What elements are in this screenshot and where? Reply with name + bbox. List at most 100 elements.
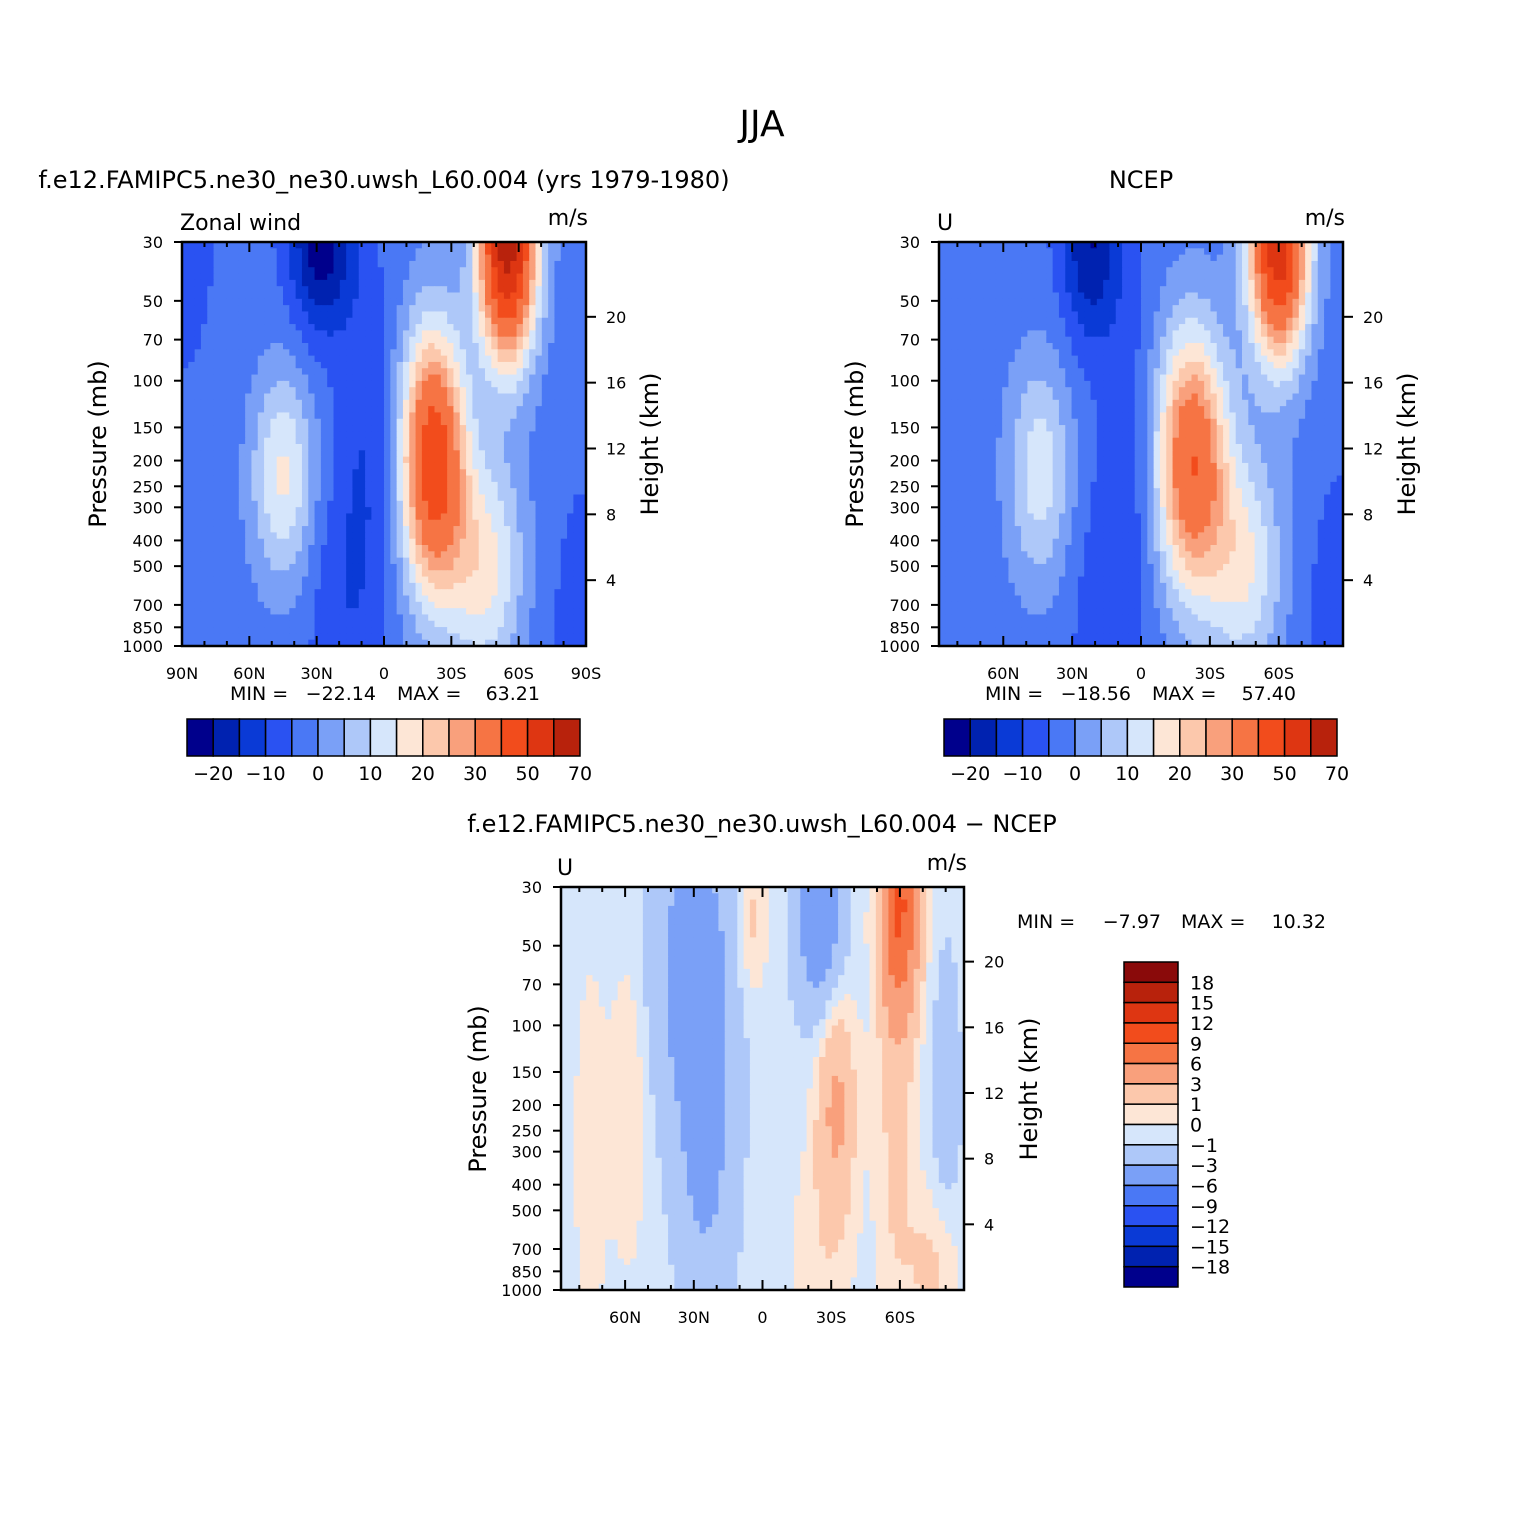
- contour-cell: [447, 532, 455, 540]
- contour-cell: [428, 545, 436, 552]
- contour-cell: [421, 361, 429, 369]
- contour-cell: [573, 456, 581, 464]
- contour-cell: [238, 595, 246, 603]
- contour-cell: [219, 639, 227, 647]
- contour-cell: [478, 627, 486, 634]
- contour-cell: [510, 538, 518, 546]
- contour-cell: [516, 595, 524, 603]
- contour-cell: [188, 475, 196, 483]
- contour-cell: [415, 519, 423, 527]
- contour-cell: [352, 368, 360, 376]
- contour-cell: [402, 437, 410, 445]
- contour-cell: [491, 330, 499, 338]
- contour-cell: [251, 406, 259, 414]
- contour-cell: [459, 349, 467, 357]
- contour-cell: [522, 349, 530, 357]
- contour-cell: [421, 608, 429, 616]
- contour-cell: [472, 260, 480, 268]
- contour-cell: [1115, 279, 1123, 287]
- contour-cell: [251, 368, 259, 376]
- contour-cell: [308, 620, 316, 628]
- contour-cell: [226, 273, 234, 281]
- contour-cell: [384, 462, 391, 470]
- contour-cell: [453, 260, 461, 268]
- contour-cell: [453, 418, 461, 426]
- contour-cell: [314, 431, 322, 439]
- contour-cell: [320, 475, 328, 483]
- contour-cell: [567, 494, 574, 502]
- contour-cell: [188, 437, 196, 445]
- contour-cell: [1229, 279, 1237, 287]
- contour-cell: [957, 260, 965, 268]
- contour-cell: [548, 513, 556, 521]
- contour-cell: [453, 431, 461, 439]
- contour-cell: [314, 437, 322, 445]
- contour-cell: [510, 279, 518, 287]
- contour-cell: [567, 627, 574, 634]
- contour-cell: [226, 349, 234, 357]
- contour-cell: [548, 267, 556, 275]
- panel-difference-ylabel: Pressure (mb): [464, 1005, 492, 1172]
- contour-cell: [1096, 305, 1104, 313]
- contour-cell: [371, 431, 379, 439]
- contour-cell: [213, 406, 221, 414]
- contour-cell: [478, 273, 486, 281]
- contour-cell: [308, 608, 316, 616]
- contour-cell: [371, 469, 379, 477]
- contour-cell: [402, 444, 410, 451]
- contour-cell: [384, 456, 391, 464]
- contour-cell: [995, 298, 1003, 306]
- contour-cell: [314, 507, 322, 515]
- contour-cell: [245, 399, 253, 407]
- contour-cell: [459, 576, 467, 584]
- contour-cell: [200, 311, 208, 319]
- contour-cell: [503, 475, 511, 483]
- contour-cell: [371, 406, 379, 414]
- contour-cell: [1153, 248, 1161, 256]
- contour-cell: [402, 582, 410, 590]
- contour-cell: [535, 500, 543, 508]
- contour-cell: [270, 494, 278, 502]
- contour-cell: [1172, 254, 1180, 262]
- contour-cell: [1115, 260, 1123, 268]
- contour-cell: [472, 330, 480, 338]
- contour-cell: [390, 513, 398, 521]
- contour-cell: [1109, 273, 1117, 281]
- contour-cell: [428, 538, 436, 546]
- contour-cell: [333, 545, 341, 552]
- contour-cell: [522, 494, 530, 502]
- contour-cell: [339, 488, 347, 496]
- contour-cell: [226, 361, 234, 369]
- contour-cell: [346, 481, 354, 489]
- contour-cell: [554, 330, 562, 338]
- contour-cell: [358, 538, 366, 546]
- contour-cell: [232, 551, 240, 559]
- contour-cell: [207, 380, 215, 388]
- contour-cell: [213, 450, 221, 458]
- contour-cell: [1122, 292, 1129, 300]
- contour-cell: [516, 551, 524, 559]
- contour-cell: [289, 412, 297, 420]
- contour-cell: [421, 456, 429, 464]
- contour-cell: [541, 254, 549, 262]
- contour-cell: [1267, 305, 1275, 313]
- contour-cell: [384, 343, 391, 350]
- contour-cell: [276, 412, 284, 420]
- contour-cell: [573, 507, 581, 515]
- contour-cell: [1330, 292, 1338, 300]
- contour-cell: [320, 469, 328, 477]
- contour-cell: [1077, 292, 1085, 300]
- contour-cell: [529, 450, 537, 458]
- contour-cell: [516, 444, 524, 451]
- contour-cell: [491, 431, 499, 439]
- contour-cell: [327, 614, 335, 622]
- contour-cell: [384, 254, 391, 262]
- contour-cell: [365, 361, 372, 369]
- contour-cell: [548, 361, 556, 369]
- contour-cell: [238, 242, 246, 249]
- contour-cell: [535, 494, 543, 502]
- contour-cell: [257, 475, 265, 483]
- contour-cell: [396, 324, 404, 331]
- contour-cell: [320, 526, 328, 533]
- contour-cell: [365, 551, 372, 559]
